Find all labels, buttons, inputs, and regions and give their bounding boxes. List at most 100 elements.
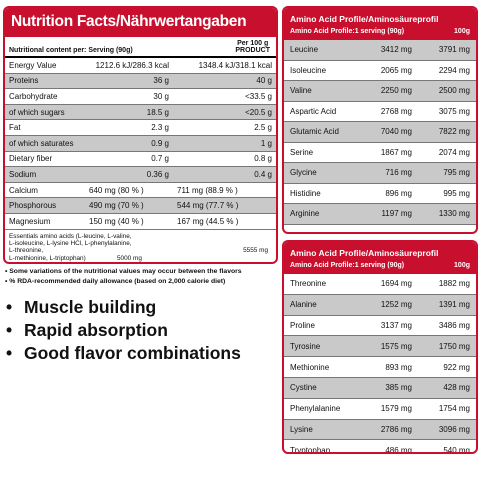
amino-serving-value: 1575 mg — [380, 341, 412, 351]
amino-per100-value: 1754 mg — [438, 404, 470, 414]
amino-per100-value: 3096 mg — [438, 424, 470, 434]
nutrient-name: Calcium — [9, 185, 38, 195]
amino-title: Amino Acid Profile/Aminosäureprofil — [284, 8, 476, 27]
nutrient-name: Dietary fiber — [9, 154, 53, 164]
amino-subtitle-serving: Amino Acid Profile:1 serving (90g) — [290, 28, 405, 35]
amino-title: Amino Acid Profile/Aminosäureprofil — [284, 242, 476, 261]
nutrition-row: Fat 2.3 g 2.5 g — [5, 120, 276, 136]
amino-name: Phenylalanine — [290, 404, 341, 414]
serving-value: 490 mg (70 % ) — [89, 201, 144, 211]
amino-name: Tryptophan — [290, 445, 331, 454]
nutrient-name: Energy Value — [9, 60, 57, 70]
nutrition-rows: Energy Value 1212.6 kJ/286.3 kcal 1348.4 k… — [5, 58, 276, 230]
amino-row: Threonine 1694 mg 1882 mg — [284, 274, 476, 295]
nutrient-name: Magnesium — [9, 216, 51, 226]
serving-value: 30 g — [153, 91, 169, 101]
amino-subtitle: Amino Acid Profile:1 serving (90g) 100g — [284, 261, 476, 274]
amino-per100-value: 540 mg — [443, 445, 470, 454]
amino-per100-value: 3791 mg — [438, 45, 470, 55]
amino-name: Lysine — [290, 424, 313, 434]
benefit-claims: • Muscle building • Rapid absorption • Good… — [6, 296, 241, 365]
per100-value: 1348.4 kJ/318.1 kcal — [198, 60, 272, 70]
amino-per100-value: 1391 mg — [438, 300, 470, 310]
amino-per100-value: 3075 mg — [438, 106, 470, 116]
amino-serving-value: 2065 mg — [380, 65, 412, 75]
nutrition-header: Nutritional content per: Serving (90g) P… — [5, 37, 276, 58]
nutrient-name: of which saturates — [9, 138, 74, 148]
per100-value: 1 g — [260, 138, 272, 148]
essentials-line: Essentials amino acids (L-leucine, L-val… — [9, 232, 132, 240]
amino-row: Isoleucine 2065 mg 2294 mg — [284, 61, 476, 81]
nutrition-row: Calcium 640 mg (80 % ) 711 mg (88.9 % ) — [5, 183, 276, 199]
amino-serving-value: 1252 mg — [380, 300, 412, 310]
amino-name: Proline — [290, 320, 315, 330]
amino-per100-value: 1882 mg — [438, 279, 470, 289]
amino-row: Histidine 896 mg 995 mg — [284, 184, 476, 204]
nutrition-row: Dietary fiber 0.7 g 0.8 g — [5, 152, 276, 168]
essentials-line: L-methionine, L-triptophan) — [9, 254, 86, 262]
amino-serving-value: 1867 mg — [380, 147, 412, 157]
claim-good-flavor: • Good flavor combinations — [6, 342, 241, 365]
amino-serving-value: 893 mg — [385, 362, 412, 372]
amino-row: Cystine 385 mg 428 mg — [284, 377, 476, 399]
serving-value: 0.7 g — [151, 154, 169, 164]
serving-value: 2.3 g — [151, 123, 169, 133]
per100-value: <20.5 g — [245, 107, 272, 117]
amino-name: Methionine — [290, 362, 330, 372]
serving-value: 1212.6 kJ/286.3 kcal — [95, 60, 169, 70]
nutrition-header-serving: Nutritional content per: Serving (90g) — [9, 47, 133, 54]
claim-muscle-building: • Muscle building — [6, 296, 241, 319]
nutrient-name: Phosphorous — [9, 201, 57, 211]
amino-serving-value: 486 mg — [385, 445, 412, 454]
serving-value: 0.36 g — [146, 169, 169, 179]
amino-name: Valine — [290, 86, 312, 96]
amino-serving-value: 2786 mg — [380, 424, 412, 434]
nutrient-name: Fat — [9, 123, 21, 133]
footnotes: • Some variations of the nutritional val… — [5, 267, 242, 287]
amino-row: Methionine 893 mg 922 mg — [284, 357, 476, 378]
amino-serving-value: 896 mg — [385, 188, 412, 198]
serving-value: 640 mg (80 % ) — [89, 185, 144, 195]
amino-row: Glutamic Acid 7040 mg 7822 mg — [284, 122, 476, 143]
amino-subtitle-100g: 100g — [454, 262, 470, 269]
amino-row: Tyrosine 1575 mg 1750 mg — [284, 336, 476, 358]
amino-name: Cystine — [290, 383, 317, 393]
essentials-amino-note: Essentials amino acids (L-leucine, L-val… — [5, 230, 276, 262]
amino-per100-value: 428 mg — [443, 383, 470, 393]
serving-value: 36 g — [153, 76, 169, 86]
amino-row: Leucine 3412 mg 3791 mg — [284, 40, 476, 61]
amino-subtitle-serving: Amino Acid Profile:1 serving (90g) — [290, 262, 405, 269]
nutrition-row: Energy Value 1212.6 kJ/286.3 kcal 1348.4 k… — [5, 58, 276, 74]
serving-value: 18.5 g — [146, 107, 169, 117]
amino-name: Glycine — [290, 168, 317, 178]
amino-per100-value: 2294 mg — [438, 65, 470, 75]
essentials-line: L-isoleucine, L-lysine HCl, L-phenylalan… — [9, 239, 132, 247]
amino-rows: Threonine 1694 mg 1882 mg Alanine 1252 mg 139… — [284, 274, 476, 454]
amino-name: Tyrosine — [290, 341, 321, 351]
amino-per100-value: 795 mg — [443, 168, 470, 178]
serving-value: 150 mg (40 % ) — [89, 216, 144, 226]
nutrition-row: Proteins 36 g 40 g — [5, 73, 276, 90]
amino-per100-value: 1330 mg — [438, 209, 470, 219]
per100-value: 711 mg (88.9 % ) — [177, 185, 238, 195]
bullet-icon: • — [6, 297, 13, 317]
nutrition-row: Carbohydrate 30 g <33.5 g — [5, 89, 276, 105]
amino-row: Tryptophan 486 mg 540 mg — [284, 440, 476, 454]
per100-value: 2.5 g — [254, 123, 272, 133]
amino-name: Threonine — [290, 279, 327, 289]
amino-subtitle-100g: 100g — [454, 28, 470, 35]
amino-serving-value: 7040 mg — [380, 127, 412, 137]
amino-row: Alanine 1252 mg 1391 mg — [284, 294, 476, 316]
nutrition-row: Phosphorous 490 mg (70 % ) 544 mg (77.7 % … — [5, 198, 276, 214]
nutrition-facts-title: Nutrition Facts/Nährwertangaben — [5, 8, 276, 37]
amino-serving-value: 716 mg — [385, 168, 412, 178]
amino-serving-value: 1197 mg — [381, 209, 412, 219]
amino-per100-value: 2074 mg — [438, 147, 470, 157]
nutrient-name: Sodium — [9, 169, 37, 179]
nutrient-name: Carbohydrate — [9, 91, 58, 101]
amino-per100-value: 1750 mg — [438, 341, 470, 351]
amino-name: Aspartic Acid — [290, 106, 337, 116]
amino-per100-value: 2500 mg — [438, 86, 470, 96]
amino-name: Serine — [290, 147, 314, 157]
amino-row: Arginine 1197 mg 1330 mg — [284, 204, 476, 225]
